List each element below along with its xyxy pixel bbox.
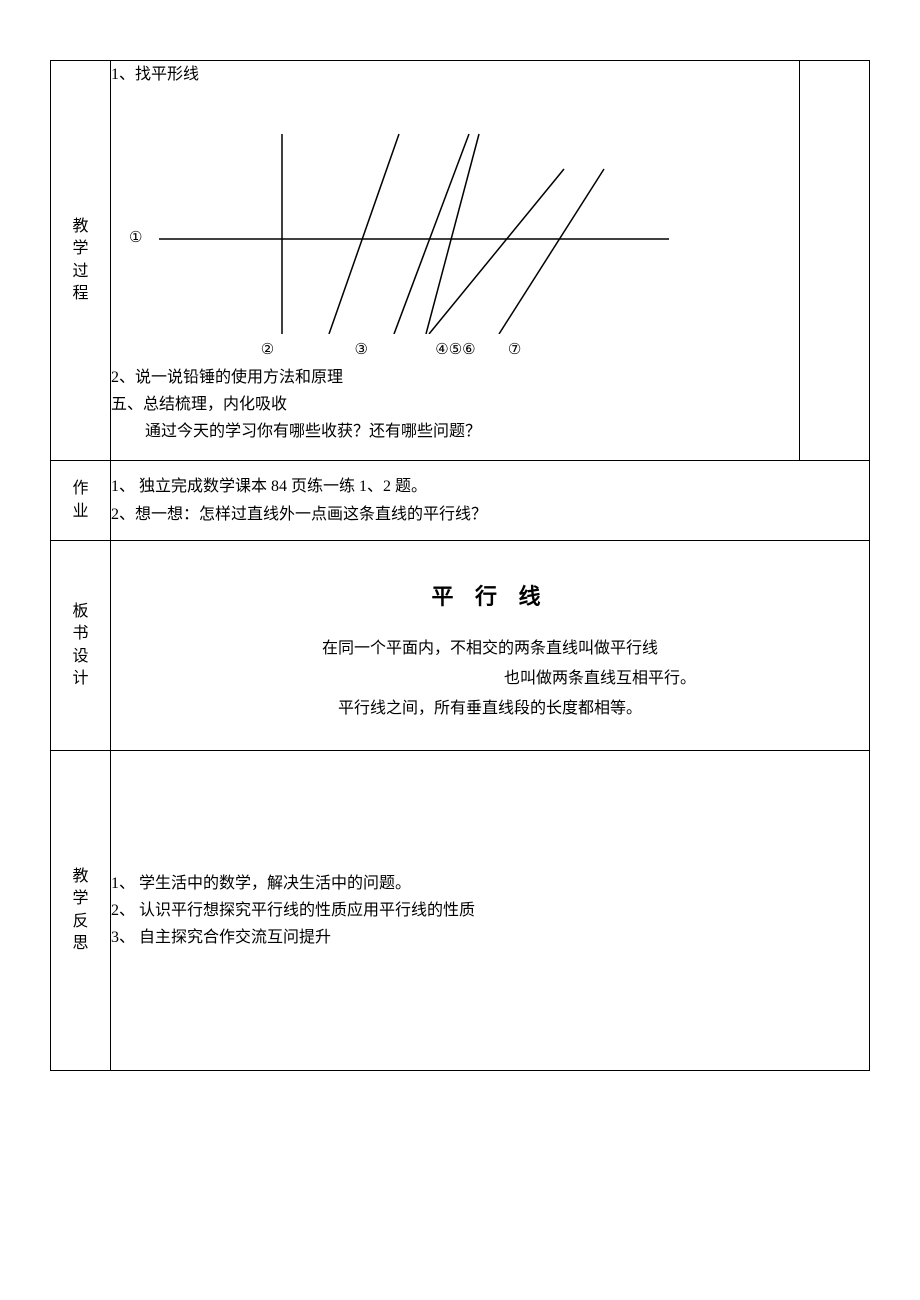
lesson-plan-table: 教 学 过 程 1、找平形线 ① ② ③ ④⑤⑥ ⑦ 2、说一说铅锤的使用方法和… [50, 60, 870, 1071]
label-board: 板 书 设 计 [51, 541, 111, 751]
diagram-svg [129, 94, 669, 334]
label-process: 教 学 过 程 [51, 61, 111, 461]
label-6: ⑥ [462, 338, 504, 364]
label-char: 教 [51, 866, 110, 888]
label-char: 书 [51, 623, 110, 645]
label-char: 程 [51, 283, 110, 305]
label-char: 计 [51, 668, 110, 690]
label-4: ④ [435, 338, 448, 364]
label-char: 板 [51, 601, 110, 623]
line-diagram: ① [129, 94, 669, 334]
label-2: ② [261, 338, 351, 364]
board-line-3: 平行线之间，所有垂直线段的长度都相等。 [111, 694, 869, 724]
label-char: 学 [51, 888, 110, 910]
process-section-5-q: 通过今天的学习你有哪些收获？还有哪些问题？ [111, 418, 799, 445]
homework-line-1: 1、 独立完成数学课本 84 页练一练 1、2 题。 [111, 473, 869, 500]
label-char: 业 [51, 501, 110, 523]
reflection-content: 1、 学生活中的数学，解决生活中的问题。 2、 认识平行想探究平行线的性质应用平… [111, 751, 870, 1071]
diagram-number-labels: ② ③ ④⑤⑥ ⑦ [111, 338, 799, 364]
label-7: ⑦ [508, 338, 521, 364]
label-5: ⑤ [449, 338, 462, 364]
circle-1-label: ① [129, 226, 142, 252]
process-item-2: 2、说一说铅锤的使用方法和原理 [111, 364, 799, 391]
board-content: 平 行 线 在同一个平面内，不相交的两条直线叫做平行线 也叫做两条直线互相平行。… [111, 541, 870, 751]
process-empty-right [800, 61, 870, 461]
board-line-1: 在同一个平面内，不相交的两条直线叫做平行线 [111, 634, 869, 664]
label-char: 过 [51, 261, 110, 283]
process-section-5: 五、总结梳理，内化吸收 [111, 391, 799, 418]
label-char: 教 [51, 216, 110, 238]
reflection-line-1: 1、 学生活中的数学，解决生活中的问题。 [111, 870, 869, 897]
label-reflection: 教 学 反 思 [51, 751, 111, 1071]
process-content: 1、找平形线 ① ② ③ ④⑤⑥ ⑦ 2、说一说铅锤的使用方法和原理 五、总结梳… [111, 61, 800, 461]
label-char: 作 [51, 478, 110, 500]
label-char: 思 [51, 933, 110, 955]
label-homework: 作 业 [51, 461, 111, 541]
reflection-line-3: 3、 自主探究合作交流互问提升 [111, 924, 869, 951]
homework-content: 1、 独立完成数学课本 84 页练一练 1、2 题。 2、想一想：怎样过直线外一… [111, 461, 870, 541]
homework-line-2: 2、想一想：怎样过直线外一点画这条直线的平行线？ [111, 501, 869, 528]
label-3: ③ [355, 338, 432, 364]
process-item-1: 1、找平形线 [111, 61, 799, 88]
board-title: 平 行 线 [111, 578, 869, 615]
label-char: 设 [51, 646, 110, 668]
label-char: 反 [51, 911, 110, 933]
reflection-line-2: 2、 认识平行想探究平行线的性质应用平行线的性质 [111, 897, 869, 924]
board-line-2: 也叫做两条直线互相平行。 [111, 664, 869, 694]
label-char: 学 [51, 238, 110, 260]
